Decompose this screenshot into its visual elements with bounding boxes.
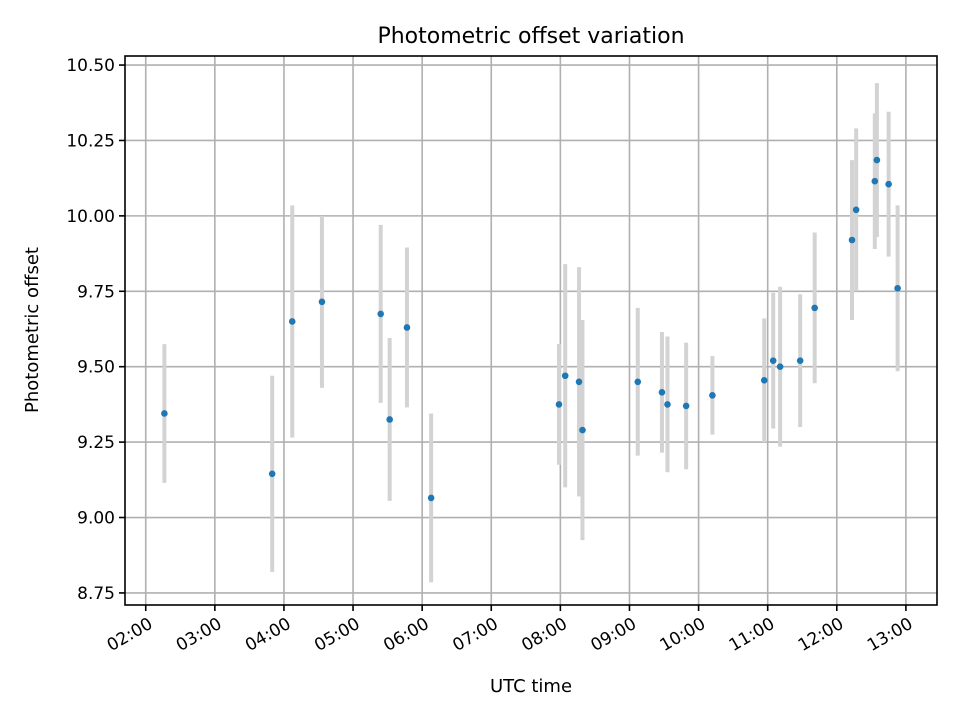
- data-point: [318, 298, 326, 306]
- data-point: [634, 378, 642, 386]
- y-tick-label: 10.50: [66, 56, 115, 76]
- data-point: [664, 401, 671, 408]
- data-point: [377, 310, 384, 318]
- y-axis-label: Photometric offset: [22, 247, 43, 413]
- x-tick-label: 08:00: [518, 614, 570, 656]
- data-point: [579, 426, 586, 434]
- data-point: [709, 392, 716, 399]
- data-point: [848, 236, 856, 244]
- data-point: [658, 389, 666, 396]
- y-tick-label: 10.25: [66, 131, 115, 151]
- y-tick-label: 9.00: [77, 509, 115, 529]
- data-point: [769, 357, 777, 364]
- y-tick-label: 8.75: [77, 584, 115, 604]
- data-point: [161, 410, 168, 417]
- x-tick-label: 07:00: [449, 614, 501, 656]
- data-point: [561, 372, 569, 380]
- data-point: [682, 402, 690, 410]
- data-point: [288, 318, 296, 325]
- data-point: [776, 363, 784, 370]
- x-axis-label: UTC time: [490, 676, 572, 697]
- data-points: [161, 156, 901, 502]
- chart-title: Photometric offset variation: [377, 24, 684, 49]
- x-tick-label: 12:00: [795, 614, 847, 656]
- x-tick-label: 13:00: [864, 614, 916, 656]
- data-point: [268, 470, 276, 478]
- data-point: [885, 180, 892, 188]
- x-tick-label: 09:00: [588, 614, 640, 656]
- data-point: [386, 416, 393, 423]
- data-point: [871, 177, 879, 185]
- plot-frame: [124, 55, 938, 606]
- x-tick-label: 04:00: [242, 614, 294, 656]
- data-point: [575, 378, 583, 386]
- y-tick-label: 9.25: [77, 433, 115, 453]
- y-tick-label: 9.75: [77, 282, 115, 302]
- data-point: [403, 324, 411, 331]
- error-bars: [162, 83, 900, 583]
- data-point: [811, 304, 818, 312]
- x-tick-label: 03:00: [173, 614, 225, 656]
- y-axis-ticks: 8.75 9.00 9.25 9.50 9.75 10.00 10.25 10.50: [66, 56, 125, 604]
- data-point: [555, 401, 563, 408]
- x-tick-label: 11:00: [726, 614, 778, 656]
- data-point: [873, 156, 881, 164]
- grid: [125, 56, 937, 605]
- x-tick-label: 02:00: [104, 614, 156, 656]
- data-point: [427, 494, 435, 502]
- data-point: [760, 376, 768, 384]
- y-tick-label: 9.50: [77, 358, 115, 378]
- y-tick-label: 10.00: [66, 207, 115, 227]
- data-point: [894, 284, 901, 292]
- data-point: [852, 206, 860, 214]
- data-point: [796, 357, 804, 364]
- x-axis-ticks: 02:00 03:00 04:00 05:00 06:00 07:00 08:00 09:00…: [104, 605, 916, 656]
- x-tick-label: 06:00: [380, 614, 432, 656]
- x-tick-label: 05:00: [311, 614, 363, 656]
- x-tick-label: 10:00: [657, 614, 709, 656]
